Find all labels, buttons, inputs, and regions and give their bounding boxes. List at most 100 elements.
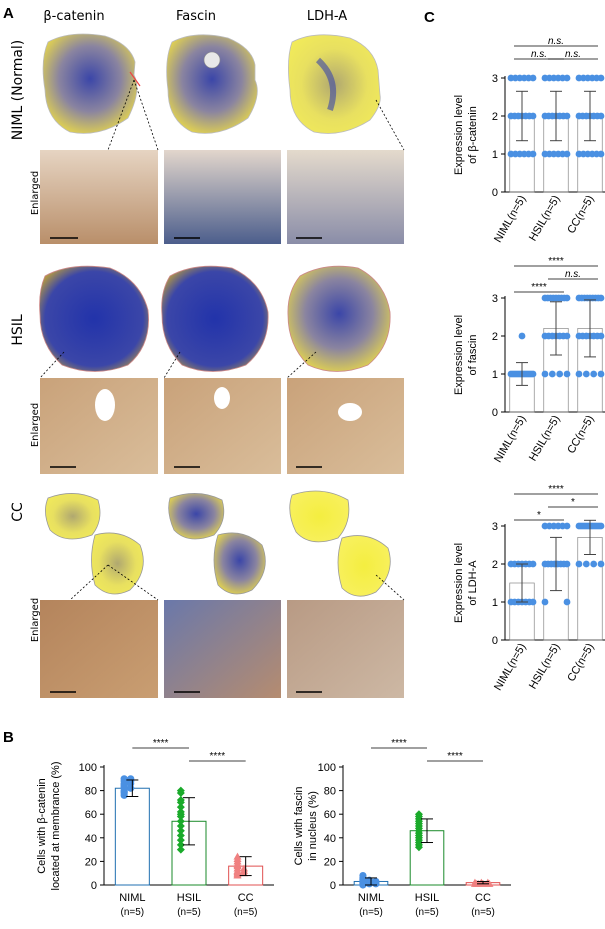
x-tick-sublabel: (n=5) [359, 907, 383, 918]
column-title-ldh-a: LDH-A [307, 9, 347, 24]
y-tick-label: 100 [318, 762, 336, 774]
cc-fascin-enlarged [164, 600, 281, 698]
data-point [372, 877, 380, 886]
data-point [582, 370, 590, 378]
enlarged-label-niml: Enlarged [30, 171, 41, 215]
significance-label: **** [548, 256, 564, 267]
data-point [176, 831, 185, 840]
data-point [529, 150, 537, 158]
y-tick-label: 60 [85, 809, 97, 821]
significance-label: n.s. [565, 269, 581, 280]
x-tick-sublabel: (n=5) [177, 907, 201, 918]
cc-ldh-a-overview [289, 490, 391, 597]
y-axis-label: located at membrance (%) [50, 762, 62, 891]
data-point [597, 560, 605, 568]
x-tick-label: NIML(n=5) [492, 414, 529, 465]
y-tick-label: 20 [324, 856, 336, 868]
data-point [548, 370, 556, 378]
data-point [529, 560, 537, 568]
x-tick-sublabel: (n=5) [234, 907, 258, 918]
row-title-niml: NIML (Normal) [10, 40, 26, 141]
cc-beta-catenin-enlarged [40, 600, 158, 698]
niml-ldh-a-overview [288, 34, 381, 134]
data-point [176, 840, 185, 849]
data-point [176, 796, 185, 805]
panel-c-label: C [424, 9, 435, 26]
data-point [176, 836, 185, 845]
data-point [563, 74, 571, 82]
y-tick-label: 0 [91, 880, 97, 892]
data-point [563, 112, 571, 120]
data-point [176, 817, 185, 826]
y-tick-label: 1 [492, 369, 498, 381]
significance-label: **** [548, 484, 564, 495]
x-tick-label: NIML(n=5) [492, 642, 529, 693]
x-tick-label: HSIL(n=5) [527, 414, 563, 464]
data-point [575, 560, 583, 568]
x-tick-label: HSIL(n=5) [527, 194, 563, 244]
chart-ldh-a-expression: 0 1 2 3 Expression level of LDH-A NIML(n=5)HSI… [453, 484, 605, 693]
data-point [563, 560, 571, 568]
data-point [176, 826, 185, 835]
enlarged-label-cc: Enlarged [30, 598, 41, 642]
hsil-beta-catenin-overview [39, 265, 149, 372]
data-point [582, 560, 590, 568]
y-tick-label: 3 [492, 521, 498, 533]
y-tick-label: 100 [79, 762, 97, 774]
y-tick-label: 0 [492, 635, 498, 647]
x-tick-label: HSIL [177, 892, 201, 904]
data-point [120, 775, 128, 783]
data-point [529, 112, 537, 120]
chart-fascin-nucleus: 0 20 40 60 80 100 Cells with fascin in nucleus … [293, 738, 511, 918]
data-point [575, 370, 583, 378]
bar [114, 787, 150, 886]
x-tick-label: NIML [358, 892, 384, 904]
data-point [176, 845, 185, 854]
x-tick-label: HSIL(n=5) [527, 642, 563, 692]
y-tick-label: 0 [492, 187, 498, 199]
data-point [529, 74, 537, 82]
y-axis-label: of β-catenin [467, 106, 479, 164]
chart-fascin-expression: 0 1 2 3 Expression level of fascin NIML(n=5)HS… [453, 256, 605, 465]
data-point [563, 294, 571, 302]
data-point [563, 332, 571, 340]
x-tick-label: CC [238, 892, 254, 904]
data-point [597, 522, 605, 530]
enlarged-label-hsil: Enlarged [30, 403, 41, 447]
data-point [563, 370, 571, 378]
niml-ldh-a-enlarged [287, 150, 404, 244]
data-point [597, 112, 605, 120]
x-tick-sublabel: (n=5) [471, 907, 495, 918]
data-point [414, 810, 423, 819]
panel-b-label: B [3, 729, 14, 746]
y-tick-label: 2 [492, 331, 498, 343]
y-tick-label: 80 [324, 786, 336, 798]
data-point [529, 370, 537, 378]
panel-a-label: A [3, 5, 14, 22]
data-point [556, 370, 564, 378]
data-point [240, 864, 249, 872]
chart-beta-catenin-membrane: 0 20 40 60 80 100 Cells with β-catenin located … [36, 738, 274, 918]
x-tick-label: NIML(n=5) [492, 194, 529, 245]
hsil-ldh-a-enlarged [287, 378, 404, 474]
data-point [127, 775, 135, 783]
data-point [470, 878, 479, 886]
y-axis-label: of fascin [467, 335, 479, 376]
data-point [176, 786, 185, 795]
data-point [597, 150, 605, 158]
x-tick-label: CC(n=5) [565, 194, 596, 236]
y-tick-label: 40 [324, 833, 336, 845]
y-tick-label: 20 [85, 856, 97, 868]
data-point [176, 807, 185, 816]
chart-beta-catenin-expression: 0 1 2 3 Expression level of β-catenin NIML(n=5… [453, 36, 605, 245]
y-tick-label: 2 [492, 559, 498, 571]
significance-label: n.s. [565, 49, 581, 60]
data-point [597, 370, 605, 378]
x-tick-sublabel: (n=5) [121, 907, 145, 918]
data-point [359, 871, 367, 880]
niml-beta-catenin-overview [42, 33, 141, 134]
significance-label: **** [447, 751, 463, 762]
significance-label: **** [391, 738, 407, 749]
y-tick-label: 0 [330, 880, 336, 892]
